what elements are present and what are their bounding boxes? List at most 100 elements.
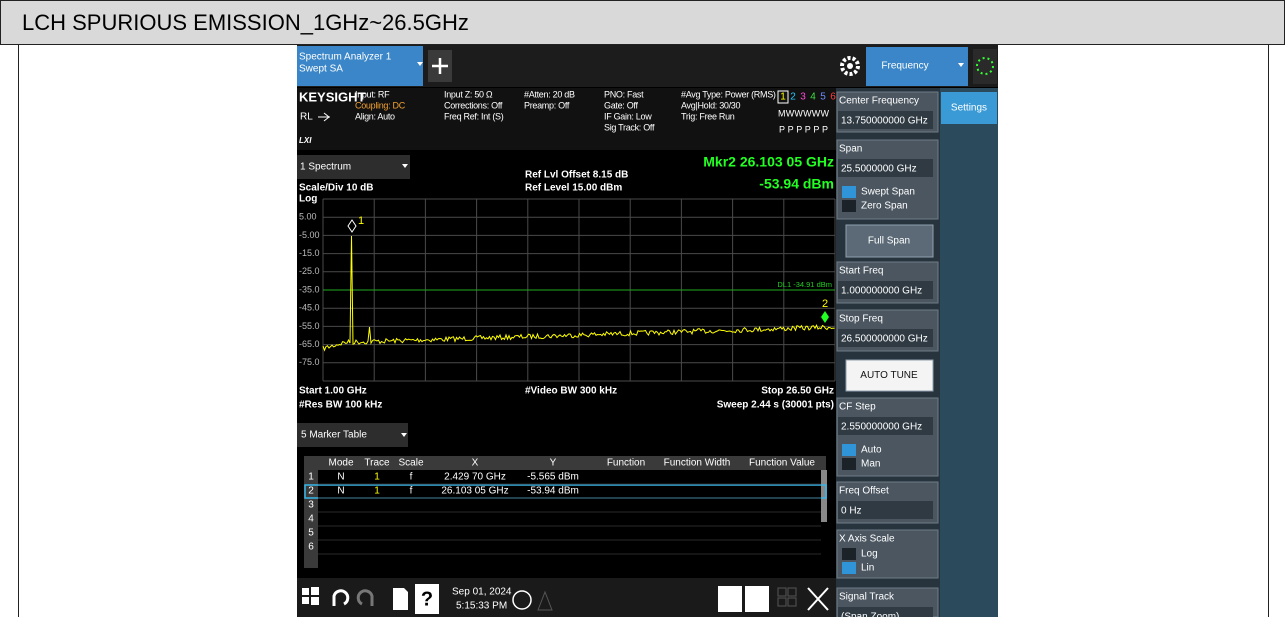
option-indicator xyxy=(842,458,856,470)
table-cell: f xyxy=(410,472,413,483)
row-number: 2 xyxy=(308,486,314,497)
display-line-label: DL1 -34.91 dBm xyxy=(777,280,832,289)
multiwindow-icon[interactable] xyxy=(777,587,797,607)
page-title: LCH SPURIOUS EMISSION_1GHz~26.5GHz xyxy=(22,10,469,35)
settings-tab[interactable] xyxy=(941,92,997,124)
row-number: 5 xyxy=(308,528,314,539)
chat-icon[interactable] xyxy=(512,590,532,610)
ref-offset: Ref Lvl Offset 8.15 dB xyxy=(525,170,628,181)
tab-subtitle: Swept SA xyxy=(299,64,343,75)
softkey-button[interactable] xyxy=(845,224,934,258)
side-tabs xyxy=(940,88,998,617)
softkey-button[interactable] xyxy=(845,359,934,392)
marker-2-label: 2 xyxy=(822,298,828,310)
status-text: Input: RF xyxy=(355,89,390,99)
status-text: Avg|Hold: 30/30 xyxy=(681,100,741,110)
frequency-tab[interactable] xyxy=(866,47,968,86)
softkeys: Center Frequency 13.750000000 GHz Span 25.5… xyxy=(836,91,939,617)
status-text: #Avg Type: Power (RMS) xyxy=(681,89,776,99)
start-icon[interactable] xyxy=(302,587,319,605)
active-trace-box xyxy=(777,90,789,104)
option-label: Zero Span xyxy=(861,201,908,212)
status-text: Coupling: DC xyxy=(355,100,406,110)
status-text: #Atten: 20 dB xyxy=(524,89,575,99)
value-field xyxy=(838,111,933,129)
trace-types: MWWWWW xyxy=(778,108,829,118)
analyzer-tab[interactable] xyxy=(297,46,423,86)
stop-frequency: Stop 26.50 GHz xyxy=(761,386,834,397)
zoom-icon[interactable] xyxy=(807,587,829,611)
y-axis-label: 5.00 xyxy=(299,212,317,222)
tab-title: Spectrum Analyzer 1 xyxy=(299,52,392,63)
input-symbol xyxy=(318,112,330,122)
option-indicator xyxy=(842,200,856,212)
time: 5:15:33 PM xyxy=(456,601,507,612)
softkey-label: Span xyxy=(839,144,862,155)
status-text: IF Gain: Low xyxy=(604,111,652,121)
marker-table: 5 Marker Table Mode Trace Scale X Y Function Fu… xyxy=(301,430,821,555)
softkey-value: 26.500000000 GHz xyxy=(841,334,928,345)
table-header xyxy=(304,456,826,470)
file-icon[interactable] xyxy=(393,588,408,610)
table-cell: 1 xyxy=(374,486,380,497)
y-axis-label: -75.0 xyxy=(299,357,320,367)
dropdown-arrow xyxy=(958,63,964,67)
keypad-icon[interactable] xyxy=(718,586,742,612)
softkey-label: CF Step xyxy=(839,402,876,413)
title-bar xyxy=(0,0,1285,45)
trace-number: 1 xyxy=(780,92,786,103)
row-number: 3 xyxy=(308,500,314,511)
table-cell: -5.565 dBm xyxy=(527,472,579,483)
column-header: Function Width xyxy=(664,458,731,469)
y-axis-label: -45.0 xyxy=(299,303,320,313)
trace-number: 3 xyxy=(800,92,806,103)
status-text: Corrections: Off xyxy=(444,100,503,110)
value-field xyxy=(838,281,933,299)
softkey-label: Freq Offset xyxy=(839,486,889,497)
value-field xyxy=(838,329,933,347)
window-selector[interactable] xyxy=(297,155,410,179)
column-header: Trace xyxy=(364,458,390,469)
status-text: Gate: Off xyxy=(604,100,638,110)
undo-icon[interactable] xyxy=(332,589,350,606)
value-field xyxy=(838,607,933,617)
help-icon: ? xyxy=(421,588,433,610)
sweep-time: Sweep 2.44 s (30001 pts) xyxy=(717,400,834,411)
menu-title: Frequency xyxy=(881,61,928,72)
table-cell: 2.429 70 GHz xyxy=(444,472,506,483)
softkey-value: (Span Zoom) xyxy=(841,612,899,617)
help-button[interactable] xyxy=(415,584,439,614)
y-axis-label: -65.0 xyxy=(299,339,320,349)
scale-label: Scale/Div 10 dB xyxy=(299,183,373,194)
table-cell: N xyxy=(337,472,344,483)
column-header: Scale xyxy=(398,458,423,469)
gear-icon[interactable] xyxy=(840,56,860,76)
softkey-value: 1.000000000 GHz xyxy=(841,286,922,297)
marker-1 xyxy=(347,219,357,233)
value-field xyxy=(838,417,933,435)
status-text: Sig Track: Off xyxy=(604,122,655,132)
row-number: 1 xyxy=(308,472,314,483)
table-selector[interactable] xyxy=(297,423,408,447)
touch-icon[interactable] xyxy=(745,586,769,612)
scrollbar[interactable] xyxy=(821,470,827,522)
redo-icon[interactable] xyxy=(356,589,374,606)
option-indicator xyxy=(842,562,856,574)
option-label: Auto xyxy=(861,445,882,456)
row-number-column xyxy=(304,470,318,568)
dropdown-arrow xyxy=(417,62,423,66)
column-header: Function xyxy=(607,458,645,469)
marker-frequency: Mkr2 26.103 05 GHz xyxy=(703,154,834,170)
lxi-label: LXI xyxy=(299,136,312,145)
softkey-value: 13.750000000 GHz xyxy=(841,116,928,127)
softkey-value: 25.5000000 GHz xyxy=(841,164,917,175)
table-cell: f xyxy=(410,486,413,497)
busy-icon xyxy=(976,57,994,75)
ref-level: Ref Level 15.00 dBm xyxy=(525,183,622,194)
table-cell: 1 xyxy=(374,472,380,483)
table-cell: 26.103 05 GHz xyxy=(441,486,508,497)
detectors: PPPPPP xyxy=(779,124,831,134)
log-label: Log xyxy=(299,194,317,205)
column-header: Function Value xyxy=(749,458,815,469)
